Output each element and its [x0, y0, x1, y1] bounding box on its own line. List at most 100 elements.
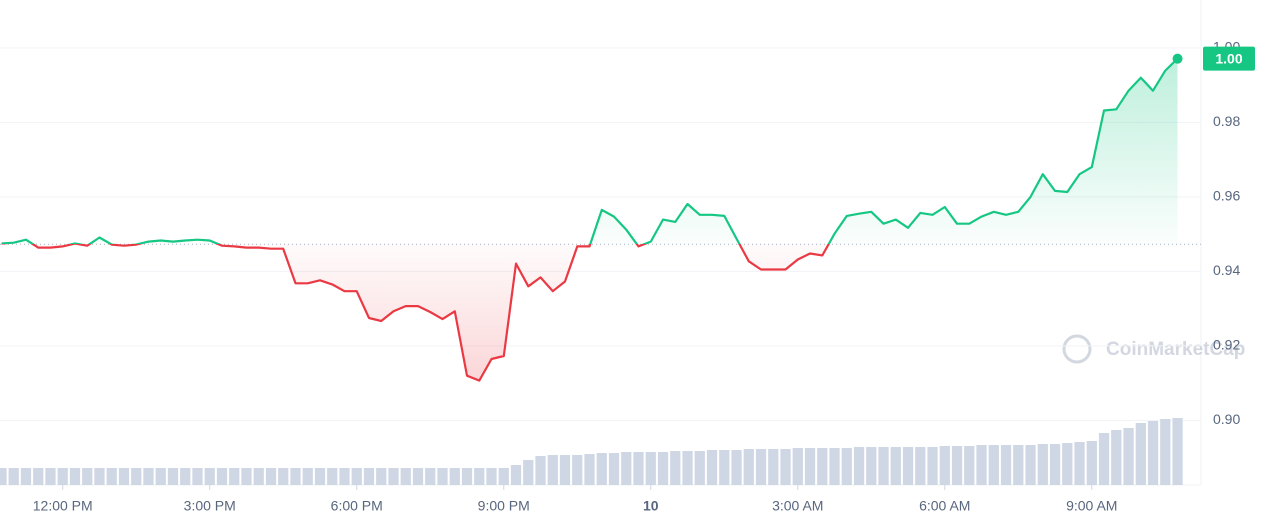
volume-bar: [853, 447, 865, 485]
volume-bar: [265, 468, 277, 485]
volume-bar: [376, 468, 387, 485]
volume-bar: [596, 453, 607, 485]
price-line: [1, 57, 1179, 382]
volume-bar: [1062, 443, 1073, 485]
x-tick-label: 6:00 AM: [919, 498, 970, 514]
volume-bar: [964, 446, 975, 485]
volume-bar: [584, 454, 595, 485]
volume-bar: [731, 450, 742, 485]
volume-bar: [866, 447, 877, 485]
volume-bar: [939, 446, 950, 485]
x-tick-label: 3:00 PM: [184, 498, 236, 514]
y-tick-label: 0.92: [1213, 337, 1240, 353]
volume-bar: [216, 468, 228, 485]
x-tick-label: 12:00 PM: [33, 498, 93, 514]
volume-bar: [1147, 421, 1159, 485]
volume-bar: [412, 468, 424, 485]
volume-bar: [400, 468, 411, 485]
x-tick-label: 3:00 AM: [772, 498, 823, 514]
volume-bar: [633, 452, 644, 485]
volume-bar: [902, 447, 914, 485]
volume-bar: [69, 468, 81, 485]
volume-bar: [719, 450, 730, 485]
price-label: 1.00: [1215, 50, 1242, 66]
volume-bar: [241, 468, 252, 485]
area-fill: [1, 58, 1178, 381]
volume-bar: [608, 453, 620, 485]
volume-bar: [694, 451, 705, 485]
volume-bar: [437, 468, 448, 485]
volume-bar: [547, 455, 558, 485]
volume-bar: [1111, 430, 1122, 485]
volume-bar: [927, 447, 938, 485]
volume-bar: [743, 449, 754, 485]
volume-bar: [792, 448, 803, 485]
volume-bar: [45, 468, 56, 485]
volume-bar: [1049, 444, 1061, 485]
volume-bar: [155, 468, 166, 485]
volume-bar: [192, 468, 203, 485]
volume-bar: [829, 448, 840, 485]
volume-bar: [314, 468, 326, 485]
volume-bar: [204, 468, 215, 485]
volume-bar: [1123, 428, 1134, 485]
volume-bar: [1086, 441, 1097, 485]
y-tick-label: 0.98: [1213, 113, 1240, 129]
x-tick-label: 9:00 AM: [1066, 498, 1117, 514]
volume-bar: [657, 452, 669, 485]
volume-bar: [1000, 445, 1012, 485]
volume-bar: [327, 468, 338, 485]
volume-bar: [180, 468, 191, 485]
volume-bar: [768, 449, 779, 485]
volume-bar: [804, 448, 816, 485]
volume-bar: [817, 448, 828, 485]
volume-bar: [449, 468, 460, 485]
y-tick-label: 0.94: [1213, 262, 1240, 278]
volume-bar: [474, 468, 485, 485]
volume-bar: [1025, 445, 1036, 485]
volume-bar: [535, 456, 546, 485]
x-tick-label: 9:00 PM: [478, 498, 530, 514]
volume-bar: [1172, 418, 1183, 485]
watermark: CoinMarketCap: [1062, 334, 1245, 364]
volume-bar: [388, 468, 399, 485]
volume-bar: [167, 468, 179, 485]
volume-bar: [143, 468, 154, 485]
volume-bar: [976, 445, 987, 485]
volume-bar: [890, 447, 901, 485]
volume-bar: [253, 468, 264, 485]
volume-bar: [621, 452, 632, 485]
volume-bar: [33, 468, 44, 485]
volume-bar: [229, 468, 240, 485]
watermark-text: CoinMarketCap: [1106, 339, 1245, 360]
volume-bar: [1037, 444, 1048, 485]
volume-bar: [670, 451, 681, 485]
volume-bar: [645, 452, 656, 485]
volume-bar: [1013, 445, 1024, 485]
volume-bar: [290, 468, 301, 485]
last-point: [1172, 53, 1183, 64]
volume-bar: [302, 468, 313, 485]
volume-bar: [780, 449, 791, 485]
volume-bar: [1135, 423, 1146, 485]
volume-bar: [841, 448, 852, 485]
volume-bar: [951, 446, 963, 485]
volume-bar: [498, 468, 509, 485]
y-tick-label: 0.90: [1213, 411, 1240, 427]
volume-bar: [351, 468, 362, 485]
volume-bar: [82, 468, 93, 485]
volume-bar: [20, 468, 32, 485]
volume-bar: [57, 468, 68, 485]
x-tick-label: 10: [643, 498, 659, 514]
volume-bar: [510, 465, 522, 485]
volume-bar: [0, 468, 7, 485]
volume-bar: [1160, 419, 1171, 485]
volume-bar: [572, 455, 583, 485]
volume-bar: [461, 468, 473, 485]
volume-bar: [915, 447, 926, 485]
y-tick-label: 0.96: [1213, 188, 1240, 204]
volume-bar: [878, 447, 889, 485]
price-label-box: [1203, 46, 1255, 71]
